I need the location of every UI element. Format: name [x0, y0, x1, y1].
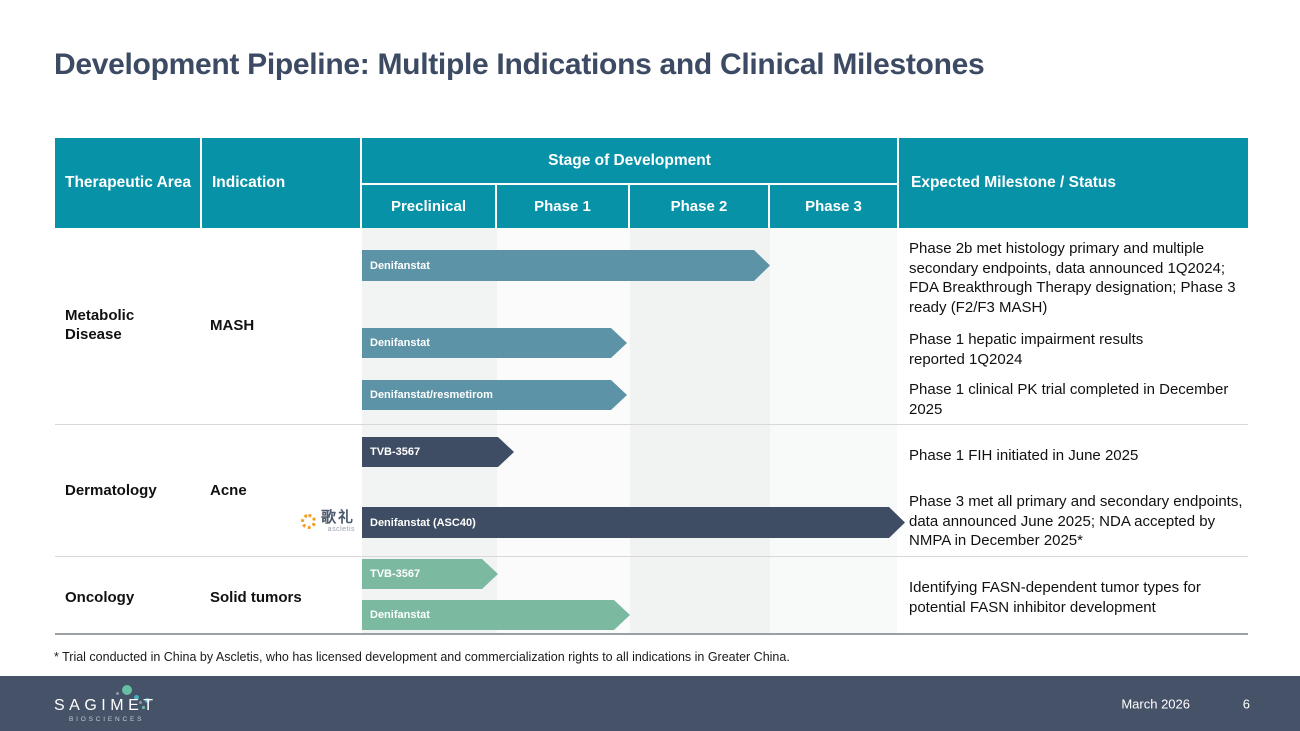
pipeline-bar-denifanstat-mash-phase2: Denifanstat [362, 250, 770, 281]
header-stage-phase1: Phase 1 [497, 185, 628, 228]
pipeline-bar-denifanstat-mash-phase1: Denifanstat [362, 328, 627, 358]
milestone-oncology-fasn: Identifying FASN-dependent tumor types f… [909, 579, 1201, 616]
milestone-mash-phase2b: Phase 2b met histology primary and multi… [909, 240, 1236, 316]
pipeline-table: Therapeutic Area Indication Stage of Dev… [55, 138, 1248, 637]
sagimet-wordmark: SAGIMET [54, 697, 158, 714]
page-number: 6 [1242, 696, 1250, 711]
area-oncology: Oncology [65, 589, 135, 606]
header-stage-of-development: Stage of Development [362, 138, 897, 183]
slide-date: March 2026 [1121, 696, 1190, 711]
ascletis-chinese-characters: 歌礼 [321, 509, 356, 526]
logo-dot-icon [139, 701, 142, 704]
indication-solid-tumors: Solid tumors [210, 589, 302, 606]
area-dermatology: Dermatology [65, 482, 157, 499]
table-bottom-border [55, 633, 1248, 635]
header-stage-phase2: Phase 2 [630, 185, 768, 228]
header-indication: Indication [202, 138, 360, 228]
logo-dot-icon [145, 698, 150, 703]
logo-dot-icon [116, 692, 119, 695]
pipeline-bar-denifanstat-asc40: Denifanstat (ASC40) [362, 507, 905, 538]
header-expected-milestone: Expected Milestone / Status [899, 138, 1248, 228]
sagimet-biosciences-label: BIOSCIENCES [69, 716, 145, 723]
stage-column-bg-phase1 [497, 228, 630, 635]
page-title: Development Pipeline: Multiple Indicatio… [54, 48, 985, 81]
milestone-acne-phase3: Phase 3 met all primary and secondary en… [909, 493, 1243, 549]
indication-acne: Acne [210, 482, 247, 499]
header-therapeutic-area: Therapeutic Area [55, 138, 200, 228]
ascletis-wordmark: ascletis [327, 526, 356, 533]
sagimet-logo: SAGIMET BIOSCIENCES [54, 684, 184, 726]
pipeline-bar-denifanstat-oncology: Denifanstat [362, 600, 630, 630]
pipeline-bar-tvb3567-acne: TVB-3567 [362, 437, 514, 467]
pipeline-bar-tvb3567-oncology: TVB-3567 [362, 559, 498, 589]
indication-mash: MASH [210, 317, 255, 334]
footer-bar: SAGIMET BIOSCIENCES March 2026 6 [0, 676, 1300, 731]
ascletis-logo: 歌礼 ascletis [301, 510, 355, 533]
section-divider [55, 556, 1248, 557]
ascletis-ring-icon [301, 514, 316, 529]
logo-dot-icon [142, 706, 145, 709]
header-stage-phase3: Phase 3 [770, 185, 897, 228]
pipeline-bar-denifanstat-resmetirom: Denifanstat/resmetirom [362, 380, 627, 410]
logo-dot-icon [122, 685, 132, 695]
stage-column-bg-phase3 [770, 228, 897, 635]
milestone-mash-hepatic: Phase 1 hepatic impairment results repor… [909, 331, 1144, 368]
logo-dot-icon [134, 695, 139, 700]
area-metabolic-disease: Metabolic Disease [65, 307, 135, 343]
header-stage-preclinical: Preclinical [362, 185, 495, 228]
footnote: * Trial conducted in China by Ascletis, … [54, 650, 790, 664]
stage-column-bg-phase2 [630, 228, 770, 635]
section-divider [55, 424, 1248, 425]
milestone-mash-pk-trial: Phase 1 clinical PK trial completed in D… [909, 381, 1229, 418]
milestone-acne-fih: Phase 1 FIH initiated in June 2025 [909, 447, 1139, 464]
